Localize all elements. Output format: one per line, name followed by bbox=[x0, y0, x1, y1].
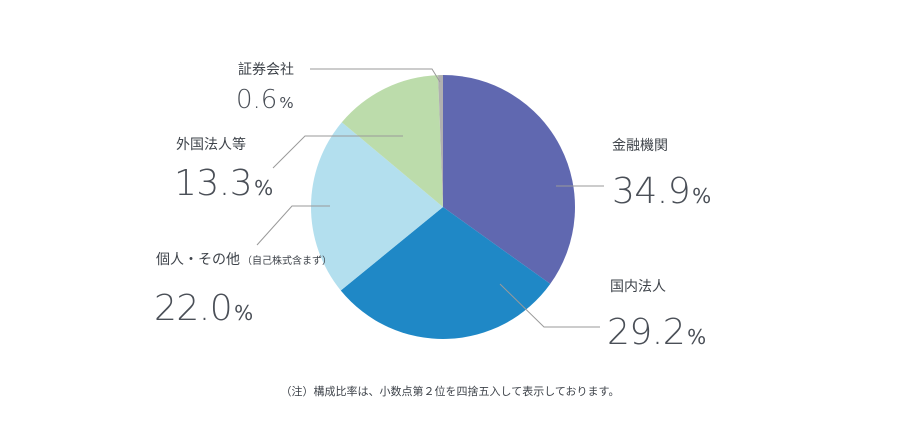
leader-foreign-corporations bbox=[272, 135, 403, 169]
leader-domestic-corporations bbox=[499, 283, 600, 328]
leader-lines bbox=[256, 68, 604, 328]
value-financial-institutions: 34.9% bbox=[612, 171, 711, 212]
value-individuals-other: 22.0% bbox=[154, 288, 253, 329]
leader-individuals-other bbox=[256, 205, 330, 246]
label-individuals-other: 個人・その他 （自己株式含まず） bbox=[156, 252, 332, 268]
label-domestic-corporations: 国内法人 bbox=[610, 279, 666, 295]
slice-foreign-corporations bbox=[341, 75, 443, 208]
footnote: （注）構成比率は、小数点第２位を四捨五入して表示しております。 bbox=[281, 384, 620, 398]
slice-domestic-corporations bbox=[340, 207, 551, 340]
value-domestic-corporations: 29.2% bbox=[607, 312, 706, 353]
leader-securities-companies bbox=[310, 68, 441, 83]
label-financial-institutions: 金融機関 bbox=[612, 138, 668, 154]
slice-financial-institutions bbox=[443, 75, 575, 284]
label-foreign-corporations: 外国法人等 bbox=[176, 136, 246, 153]
value-foreign-corporations: 13.3% bbox=[174, 163, 273, 204]
label-securities-companies: 証券会社 bbox=[238, 62, 294, 78]
value-securities-companies: 0.6% bbox=[236, 85, 294, 115]
slice-individuals-other bbox=[311, 122, 443, 291]
pie-slices bbox=[311, 75, 575, 340]
slice-securities-companies bbox=[438, 75, 443, 207]
